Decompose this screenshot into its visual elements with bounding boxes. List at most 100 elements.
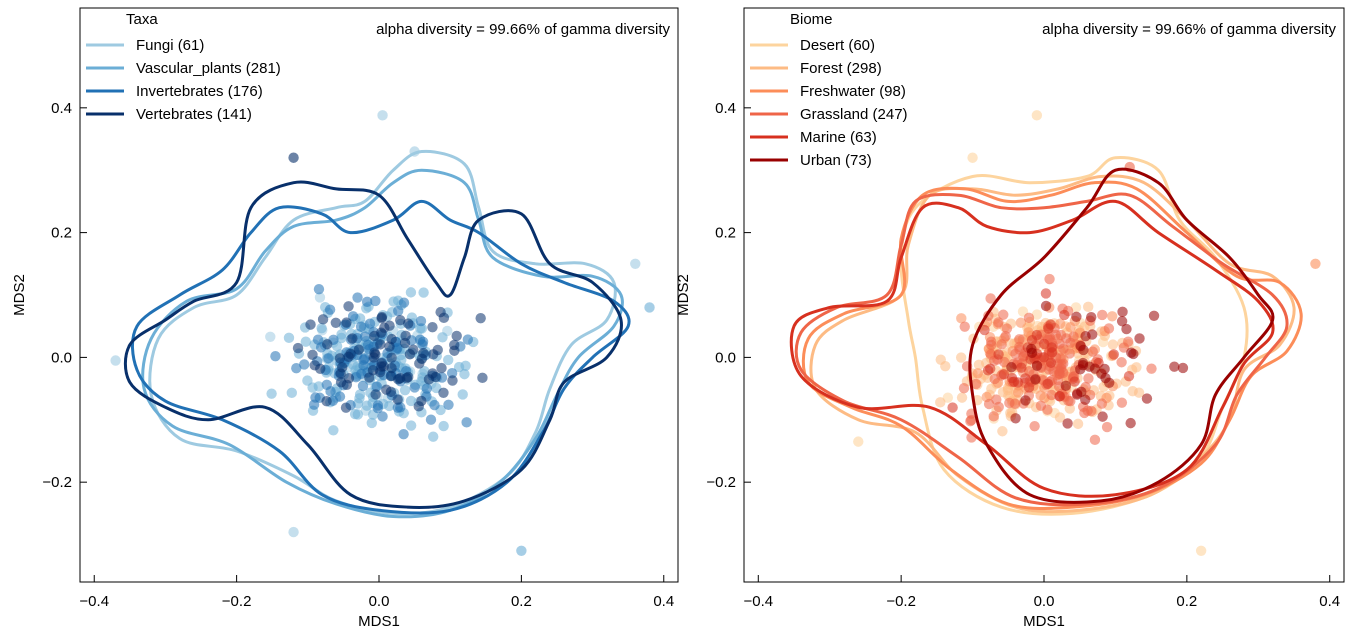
scatter-point	[399, 337, 411, 349]
scatter-point	[1016, 362, 1027, 373]
scatter-point	[328, 425, 339, 436]
scatter-point	[314, 292, 326, 303]
scatter-point	[935, 397, 946, 408]
scatter-point	[371, 381, 383, 392]
scatter-point	[1121, 323, 1132, 335]
scatter-point	[986, 336, 997, 347]
scatter-point	[853, 436, 864, 447]
scatter-point	[996, 339, 1007, 350]
scatter-point	[345, 348, 356, 360]
scatter-point	[367, 365, 379, 376]
density-contour	[794, 192, 1289, 507]
diversity-annotation: alpha diversity = 99.66% of gamma divers…	[1042, 21, 1336, 38]
legend: Taxa Fungi (61) Vascular_plants (281) Inver…	[86, 11, 281, 123]
diversity-annotation: alpha diversity = 99.66% of gamma divers…	[376, 21, 670, 38]
scatter-point	[347, 333, 358, 344]
scatter-point	[973, 359, 985, 370]
scatter-point	[1023, 327, 1034, 338]
scatter-point	[313, 381, 324, 392]
scatter-point	[993, 349, 1004, 360]
scatter-point	[1031, 309, 1043, 320]
scatter-point	[418, 347, 429, 359]
legend-label: Invertebrates (176)	[136, 83, 263, 100]
scatter-point	[1169, 361, 1180, 372]
scatter-point	[361, 400, 373, 411]
scatter-point	[1104, 377, 1115, 388]
legend-label: Vertebrates (141)	[136, 106, 252, 123]
scatter-point	[1116, 357, 1127, 368]
scatter-point	[1031, 110, 1043, 121]
scatter-point	[375, 339, 386, 350]
scatter-point	[956, 313, 967, 324]
scatter-point	[299, 359, 310, 370]
scatter-point	[958, 383, 970, 394]
scatter-point	[442, 354, 454, 366]
scatter-point	[1097, 309, 1108, 321]
scatter-point	[1310, 258, 1321, 270]
scatter-point	[438, 387, 449, 398]
scatter-point	[1125, 417, 1136, 429]
scatter-point	[425, 414, 437, 425]
scatter-point	[1134, 333, 1145, 344]
y-tick-label: −0.2	[706, 474, 736, 491]
scatter-point	[357, 380, 369, 392]
scatter-point	[1083, 373, 1094, 384]
panel-biome: −0.4 −0.2 0.0 0.2 0.4 −0.2 0.0 0.2 0.4 MDS1 MDS2 al…	[675, 7, 1345, 630]
scatter-point	[1020, 395, 1031, 406]
scatter-point	[1045, 319, 1056, 330]
scatter-point	[270, 351, 281, 362]
scatter-point	[364, 318, 376, 329]
scatter-point	[437, 332, 448, 343]
y-tick-label: 0.0	[51, 349, 72, 366]
y-tick-label: 0.2	[51, 225, 72, 242]
scatter-point	[1146, 363, 1157, 374]
scatter-point	[998, 309, 1009, 320]
scatter-point	[423, 374, 435, 385]
scatter-point	[1103, 323, 1115, 334]
density-contour	[141, 168, 624, 519]
density-contour	[899, 156, 1249, 516]
scatter-point	[378, 361, 389, 372]
scatter-point	[1029, 420, 1040, 432]
x-tick-label: 0.2	[511, 593, 532, 610]
scatter-point	[459, 368, 470, 380]
y-tick-label: 0.2	[715, 225, 736, 242]
x-tick-label: −0.2	[886, 593, 916, 610]
scatter-point	[377, 110, 388, 121]
scatter-point	[1117, 306, 1128, 318]
scatter-point	[414, 358, 425, 369]
scatter-point	[1131, 362, 1142, 373]
scatter-point	[322, 339, 333, 350]
scatter-point	[343, 373, 355, 384]
scatter-point	[966, 414, 977, 426]
scatter-point	[1096, 398, 1108, 409]
scatter-point	[385, 386, 397, 398]
x-tick-label: −0.2	[222, 593, 252, 610]
scatter-point	[309, 360, 320, 371]
x-tick-label: −0.4	[79, 593, 109, 610]
scatter-point	[1010, 413, 1021, 424]
scatter-point	[438, 420, 449, 432]
scatter-point	[366, 417, 377, 429]
scatter-point	[1101, 421, 1113, 433]
scatter-point	[417, 339, 428, 350]
scatter-point	[395, 314, 406, 326]
scatter-point	[310, 392, 321, 403]
scatter-point	[334, 353, 346, 364]
scatter-point	[979, 324, 990, 336]
scatter-point	[989, 373, 1000, 385]
scatter-point	[1057, 367, 1069, 379]
scatter-point	[1046, 389, 1057, 401]
legend: Biome Desert (60) Forest (298) Freshwater (…	[750, 11, 908, 169]
scatter-point	[1014, 334, 1025, 345]
scatter-point	[956, 392, 968, 403]
density-contour	[789, 199, 1275, 498]
scatter-point	[401, 372, 412, 384]
scatter-point	[1083, 301, 1094, 313]
legend-label: Forest (298)	[800, 60, 882, 77]
x-tick-label: 0.4	[1319, 593, 1340, 610]
scatter-point	[1087, 346, 1098, 357]
scatter-point	[432, 344, 443, 356]
scatter-point	[385, 370, 397, 382]
